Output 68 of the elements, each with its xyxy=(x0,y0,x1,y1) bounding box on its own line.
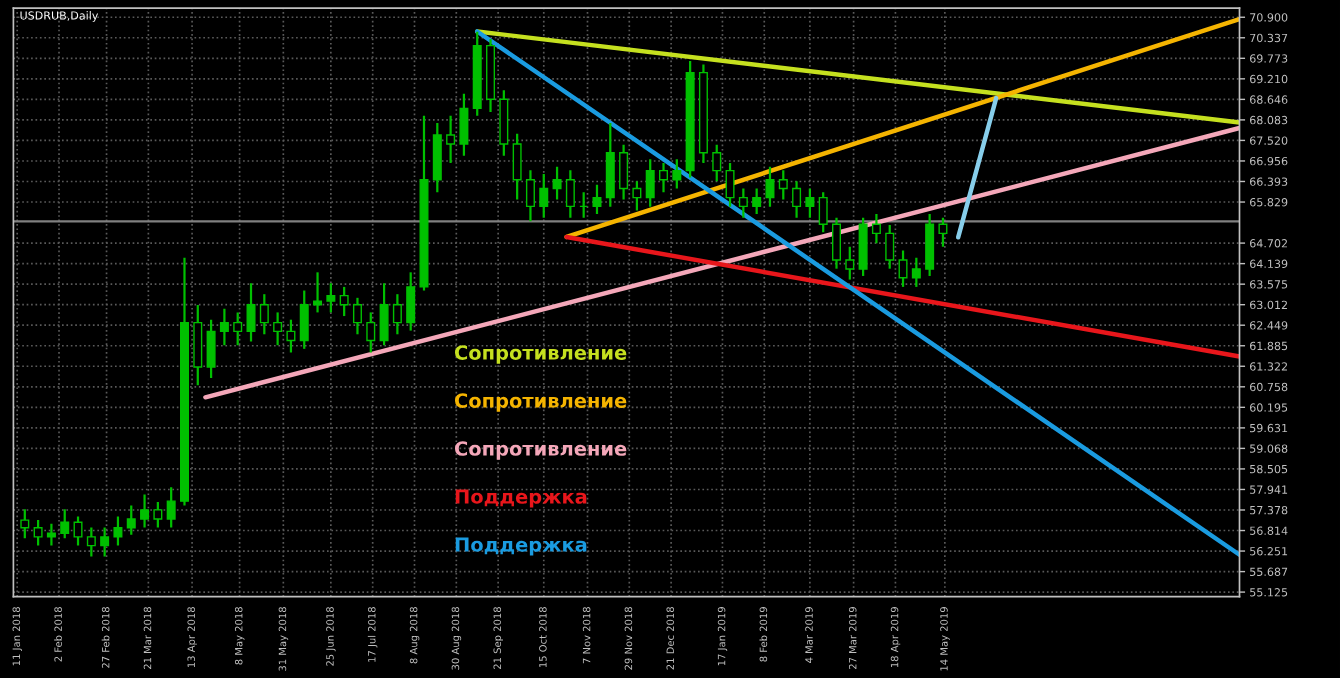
candlestick xyxy=(326,282,336,314)
candlestick xyxy=(818,191,828,234)
candlestick xyxy=(206,318,216,380)
candlestick xyxy=(858,216,868,278)
candlestick xyxy=(259,293,269,336)
candlestick xyxy=(166,486,176,529)
candlestick xyxy=(339,285,349,318)
candlestick xyxy=(525,169,535,223)
candlestick xyxy=(832,216,841,270)
candlestick xyxy=(352,296,362,336)
candlestick xyxy=(898,249,908,289)
candlestick xyxy=(792,180,802,219)
candlestick xyxy=(645,158,655,208)
candlestick xyxy=(738,187,748,219)
candlestick xyxy=(286,318,296,354)
text: Поддержка xyxy=(455,489,587,508)
candlestick xyxy=(219,307,229,347)
candlestick xyxy=(392,293,402,336)
candlestick xyxy=(619,143,629,201)
candlestick xyxy=(153,500,163,529)
candlestick xyxy=(140,493,150,529)
candlestick xyxy=(845,245,855,281)
candlestick xyxy=(659,161,669,194)
candlestick xyxy=(725,161,735,208)
candlestick xyxy=(672,158,682,190)
candlestick xyxy=(552,165,562,201)
candlestick xyxy=(33,519,43,547)
candlestick xyxy=(592,183,602,216)
candlestick xyxy=(512,132,522,201)
candlestick xyxy=(712,143,722,183)
candlestick xyxy=(233,311,243,347)
candlestick xyxy=(752,187,762,216)
text: Сопротивление xyxy=(454,345,627,364)
candlestick xyxy=(73,515,83,547)
candlestick xyxy=(778,169,788,201)
text: Сопротивление xyxy=(454,441,627,460)
candlestick xyxy=(925,212,935,278)
candlestick xyxy=(20,508,30,540)
candlestick xyxy=(432,121,442,194)
candlestick xyxy=(46,522,56,547)
candlestick xyxy=(313,271,323,314)
candlestick xyxy=(459,92,469,157)
candlestick xyxy=(100,526,110,558)
candlestick xyxy=(273,311,283,347)
candlestick xyxy=(499,89,509,157)
candlestick xyxy=(126,504,136,536)
candlestick xyxy=(539,172,549,219)
candlestick xyxy=(246,282,256,343)
text: Поддержка xyxy=(455,537,587,556)
candlestick xyxy=(632,180,642,212)
candlestick xyxy=(299,289,309,350)
candlestick xyxy=(60,508,70,540)
candlestick xyxy=(193,304,203,387)
candlestick xyxy=(765,165,775,208)
candlestick xyxy=(565,169,575,219)
candlestick xyxy=(366,311,376,354)
candlestick xyxy=(406,271,416,332)
candlestick xyxy=(938,216,948,248)
text: Сопротивление xyxy=(454,393,627,412)
candlestick xyxy=(446,114,456,165)
candlestick xyxy=(86,526,96,558)
candlestick xyxy=(805,187,815,219)
candlestick xyxy=(871,212,881,245)
candlestick xyxy=(379,282,389,347)
candlestick xyxy=(885,223,895,270)
candlestick xyxy=(911,256,921,289)
candlestick xyxy=(605,121,615,208)
candlestick xyxy=(113,515,123,547)
